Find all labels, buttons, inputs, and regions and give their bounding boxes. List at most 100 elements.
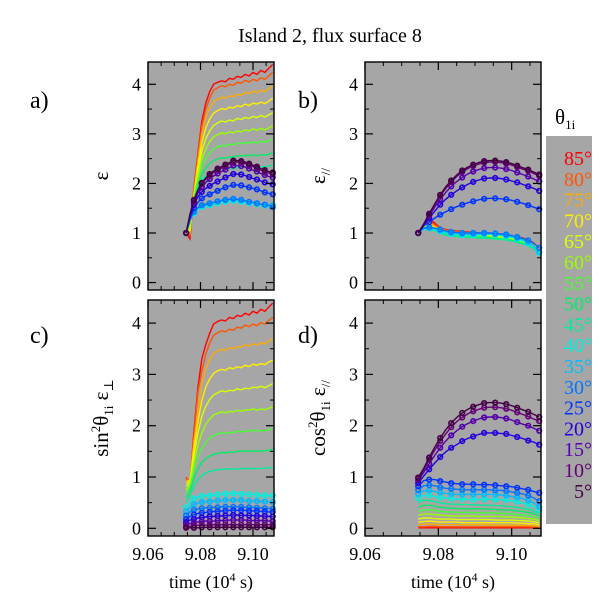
series-point-20 xyxy=(253,176,260,183)
legend: θ1i85°80°75°70°65°60°55°50°45°40°35°30°2… xyxy=(546,105,592,524)
series-point-5 xyxy=(481,400,488,407)
legend-entry: 5° xyxy=(574,481,592,503)
series-line-5 xyxy=(186,526,273,529)
series-point-25 xyxy=(481,195,488,202)
series-point-20 xyxy=(470,178,477,185)
series-line-40 xyxy=(185,492,273,508)
y-tick-label: 1 xyxy=(132,467,141,487)
series-point-30 xyxy=(459,229,466,237)
legend-box xyxy=(546,136,592,524)
y-tick-label: 4 xyxy=(349,313,358,333)
series-point-5 xyxy=(525,408,532,415)
series-point-5 xyxy=(190,524,197,531)
y-tick-label: 3 xyxy=(132,124,141,144)
series-point-5 xyxy=(459,409,466,417)
series-point-25 xyxy=(426,476,433,483)
y-axis-label: sin2θ1i ε⊥ xyxy=(88,379,116,457)
series-point-5 xyxy=(514,162,521,169)
series-point-30 xyxy=(448,228,455,236)
series-point-15 xyxy=(269,517,276,525)
legend-entry: 10° xyxy=(564,460,592,482)
series-point-30 xyxy=(198,202,205,209)
series-point-5 xyxy=(514,404,521,411)
y-tick-label: 2 xyxy=(349,173,358,193)
series-point-5 xyxy=(269,524,276,531)
series-point-30 xyxy=(269,204,276,211)
series-point-25 xyxy=(253,186,260,193)
series-point-20 xyxy=(448,444,455,451)
legend-entry: 50° xyxy=(564,294,592,316)
series-point-25 xyxy=(525,486,532,493)
series-point-15 xyxy=(514,419,521,426)
series-point-20 xyxy=(230,170,237,178)
series-point-25 xyxy=(206,191,213,198)
y-tick-label: 3 xyxy=(349,124,358,144)
series-point-40 xyxy=(206,492,213,499)
series-point-40 xyxy=(190,495,197,502)
plot-background xyxy=(365,62,541,290)
series-point-30 xyxy=(525,492,532,499)
series-point-25 xyxy=(198,195,205,202)
series-line-15 xyxy=(185,519,273,526)
series-point-5 xyxy=(190,196,197,203)
series-point-5 xyxy=(238,524,245,531)
series-point-5 xyxy=(238,158,245,165)
series-point-25 xyxy=(214,187,221,194)
series-point-25 xyxy=(269,191,276,198)
series-point-30 xyxy=(238,196,245,203)
series-point-30 xyxy=(269,505,276,512)
series-point-20 xyxy=(426,466,433,473)
series-point-20 xyxy=(525,183,532,190)
y-tick-label: 2 xyxy=(132,416,141,436)
series-point-5 xyxy=(214,524,221,531)
series-point-5 xyxy=(448,420,455,427)
series-point-40 xyxy=(261,492,268,499)
series-line-65 xyxy=(185,382,274,487)
series-point-30 xyxy=(206,200,213,207)
series-point-30 xyxy=(426,482,433,489)
series-point-35 xyxy=(214,497,221,504)
series-point-5 xyxy=(246,524,253,531)
series-point-30 xyxy=(183,512,190,519)
series-point-35 xyxy=(222,497,229,504)
y-axis-label: cos2θ1i ε// xyxy=(305,380,333,456)
series-point-35 xyxy=(198,499,205,506)
series-point-5 xyxy=(198,179,205,186)
series-point-35 xyxy=(269,499,276,506)
series-point-35 xyxy=(261,498,268,505)
series-point-30 xyxy=(492,230,499,237)
series-point-25 xyxy=(514,198,521,205)
series-point-5 xyxy=(415,474,422,481)
figure-title: Island 2, flux surface 8 xyxy=(238,25,422,47)
y-tick-label: 1 xyxy=(349,467,358,487)
y-tick-label: 4 xyxy=(349,74,358,94)
y-tick-label: 0 xyxy=(132,273,141,293)
series-point-40 xyxy=(269,492,276,499)
series-point-25 xyxy=(525,202,532,209)
series-point-5 xyxy=(198,524,205,531)
series-point-25 xyxy=(492,195,499,202)
series-point-15 xyxy=(206,517,213,525)
series-point-15 xyxy=(183,521,190,528)
series-point-30 xyxy=(222,196,229,203)
y-tick-label: 4 xyxy=(132,74,141,94)
series-point-25 xyxy=(481,481,488,488)
series-point-25 xyxy=(459,201,466,208)
series-point-40 xyxy=(230,490,237,497)
series-point-5 xyxy=(437,434,444,442)
series-point-30 xyxy=(253,200,260,207)
series-point-25 xyxy=(503,196,510,203)
series-point-5 xyxy=(481,158,488,165)
series-point-25 xyxy=(448,480,455,487)
series-point-20 xyxy=(269,181,276,188)
series-line-45 xyxy=(185,466,273,504)
series-point-40 xyxy=(198,492,205,500)
x-tick-label: 9.06 xyxy=(132,544,164,564)
legend-entry: 25° xyxy=(564,398,592,420)
series-point-15 xyxy=(481,165,488,172)
series-point-35 xyxy=(253,498,260,505)
series-point-30 xyxy=(246,198,253,205)
series-point-25 xyxy=(261,189,268,196)
